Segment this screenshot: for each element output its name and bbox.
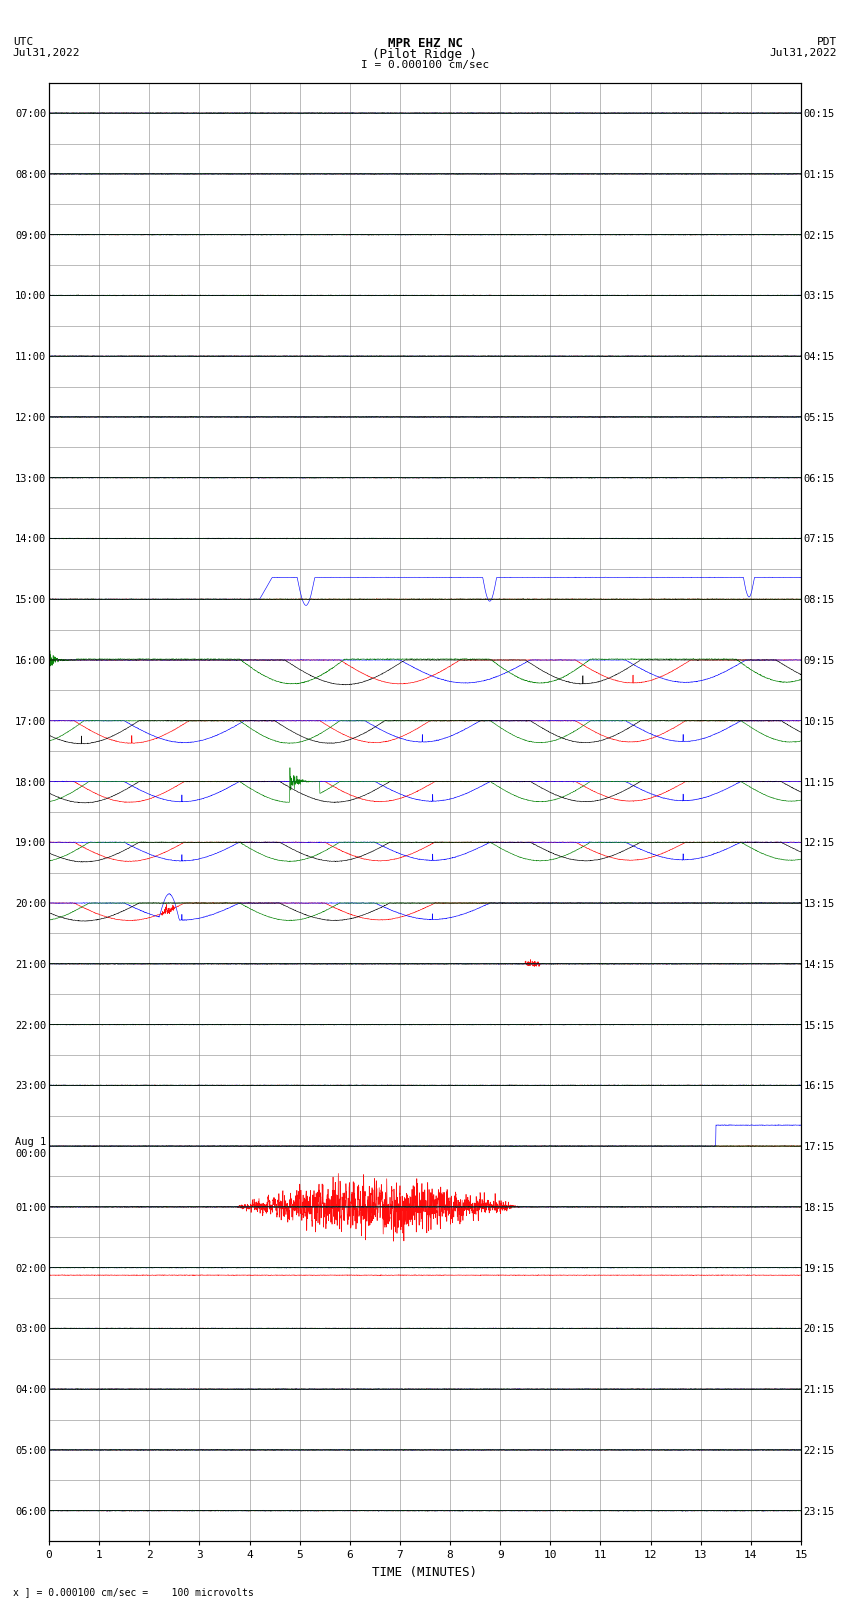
Text: (Pilot Ridge ): (Pilot Ridge ) <box>372 48 478 61</box>
Text: Jul31,2022: Jul31,2022 <box>13 48 80 58</box>
Text: UTC: UTC <box>13 37 33 47</box>
X-axis label: TIME (MINUTES): TIME (MINUTES) <box>372 1566 478 1579</box>
Text: x ] = 0.000100 cm/sec =    100 microvolts: x ] = 0.000100 cm/sec = 100 microvolts <box>13 1587 253 1597</box>
Text: PDT: PDT <box>817 37 837 47</box>
Text: I = 0.000100 cm/sec: I = 0.000100 cm/sec <box>361 60 489 69</box>
Text: MPR EHZ NC: MPR EHZ NC <box>388 37 462 50</box>
Text: Jul31,2022: Jul31,2022 <box>770 48 837 58</box>
